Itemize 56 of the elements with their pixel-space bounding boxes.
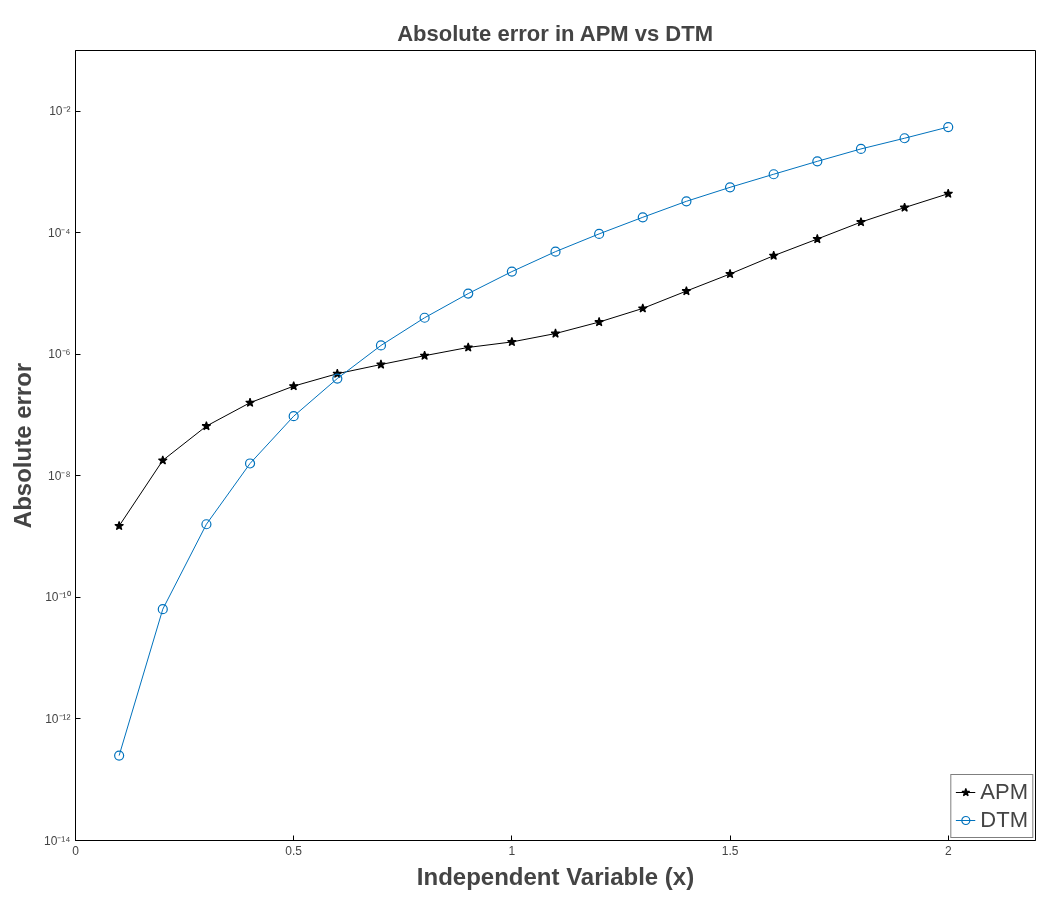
point [768,250,779,260]
point [157,455,168,465]
point [201,519,212,530]
point [157,604,168,615]
point [506,336,517,347]
point [681,196,692,207]
point [463,342,474,352]
x-tick-label: 0.5 [285,843,303,858]
point [943,121,954,133]
point [899,202,910,212]
y-tick-label: 10⁻⁸ [48,468,71,483]
legend-label: DTM [980,807,1028,833]
point [419,312,430,323]
point [812,233,823,244]
point [288,381,299,391]
point [637,303,648,313]
legend-label: APM [980,779,1028,805]
point [375,340,387,351]
x-tick-label: 1 [508,843,516,858]
chart-title: Absolute error in APM vs DTM [397,20,713,46]
point [245,397,255,407]
point [114,750,125,761]
y-tick-label: 10⁻¹² [45,711,71,726]
point [812,156,823,167]
point [244,458,256,469]
y-tick-label: 10⁻¹⁴ [44,833,71,848]
point [114,520,125,531]
point [332,373,343,384]
y-tick-label: 10⁻¹⁰ [45,590,71,605]
y-tick-label: 10⁻⁴ [48,225,71,240]
point [550,246,561,257]
point [768,169,779,180]
point [463,288,474,299]
x-tick-label: 0 [72,843,80,858]
point [506,266,517,277]
y-tick-label: 10⁻⁶ [48,347,71,362]
point [856,217,866,227]
point [288,411,299,422]
x-axis-title: Independent Variable (x) [416,862,695,890]
point [855,143,867,155]
point [594,228,605,239]
x-tick-label: 2 [944,843,952,858]
y-tick-label: 10⁻² [49,104,71,119]
point [637,212,648,223]
y-axis-title: Absolute error [9,362,36,529]
point [943,188,954,198]
point [201,420,212,431]
point [419,350,430,360]
x-tick-label: 1.5 [721,843,739,858]
point [550,328,561,338]
point [724,182,736,193]
point [681,285,692,296]
point [725,268,735,279]
point [376,359,386,369]
point [899,133,910,144]
point [594,316,605,327]
